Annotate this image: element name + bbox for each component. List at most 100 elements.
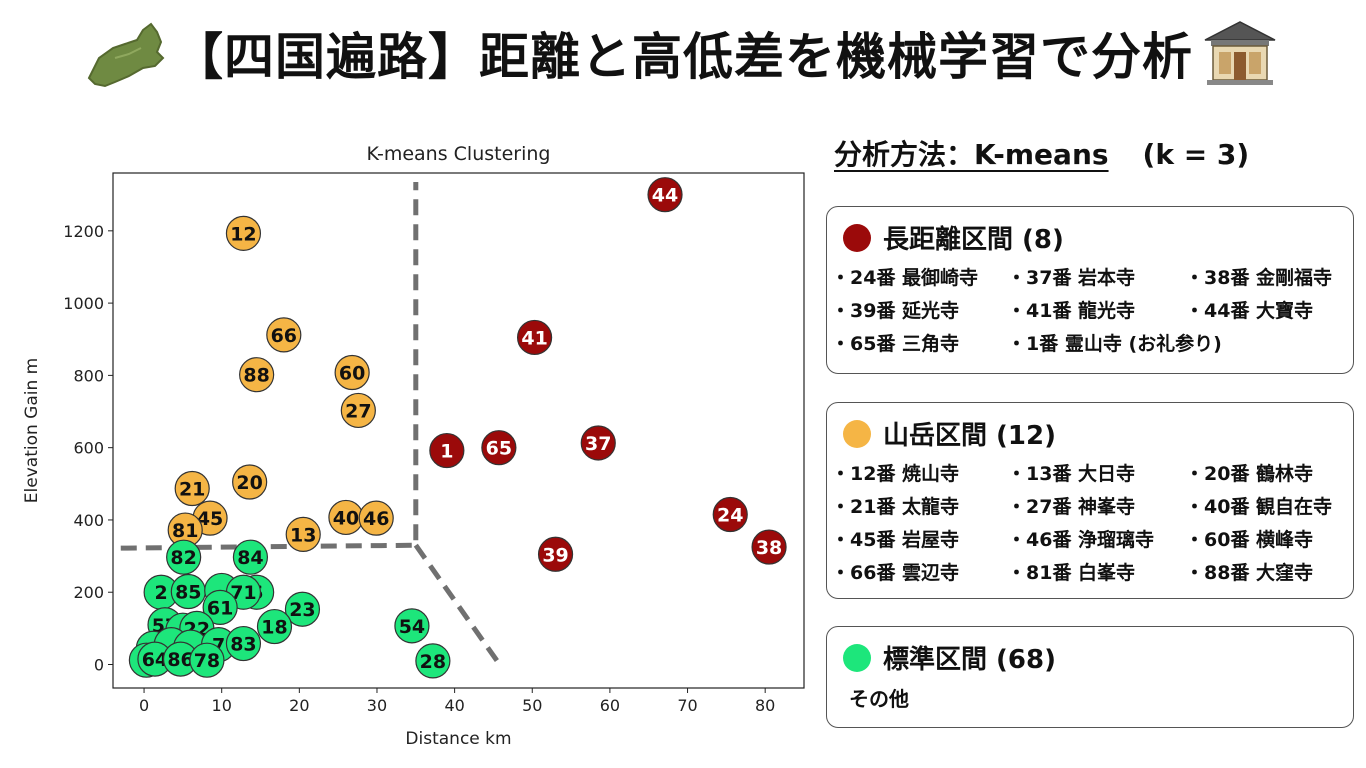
data-point-label: 12 [230, 223, 256, 245]
data-point-label: 83 [230, 634, 256, 656]
data-point-long [429, 432, 465, 469]
y-tick-label: 1000 [63, 294, 104, 313]
cluster-boundary-line [120, 182, 419, 551]
x-tick-label: 10 [212, 696, 232, 715]
temple-list-item: ・37番 岩本寺 [1007, 267, 1136, 289]
data-point-label: 54 [399, 616, 425, 638]
data-point-mountain [174, 470, 210, 507]
temple-list-item: ・46番 浄瑠璃寺 [1007, 529, 1155, 551]
title-bar: 【四国遍路】距離と高低差を機械学習で分析 [0, 8, 1366, 98]
data-point-label: 39 [542, 544, 568, 566]
temple-list-item: ・21番 太龍寺 [831, 496, 960, 518]
kmeans-chart: K-means Clustering Distance km Elevation G… [10, 128, 810, 758]
data-point-label: 86 [167, 649, 193, 671]
data-point-label: 38 [756, 537, 782, 559]
method-k: (k = 3) [1142, 138, 1250, 171]
data-point-mountain [358, 500, 394, 536]
y-tick-label: 1200 [63, 222, 104, 241]
data-point-label: 66 [271, 325, 297, 347]
y-tick-label: 600 [73, 439, 104, 458]
y-tick-label: 400 [73, 511, 104, 530]
data-point-long [751, 529, 787, 565]
data-point-standard [232, 539, 269, 575]
data-point-standard [394, 608, 430, 644]
temple-list-item: ・20番 鶴林寺 [1185, 463, 1314, 485]
data-point-mountain [232, 464, 268, 500]
panel-mountain-heading: 山岳区間 (12) [843, 415, 1056, 452]
data-point-label: 41 [521, 327, 547, 349]
data-point-label: 44 [652, 185, 678, 207]
data-point-mountain [285, 516, 321, 553]
data-point-label: 1 [440, 441, 453, 463]
data-point-long [481, 430, 517, 466]
temple-list-item: ・44番 大寶寺 [1185, 300, 1314, 322]
panel-long: 長距離区間 (8) ・24番 最御崎寺 ・37番 岩本寺 ・38番 金剛福寺 ・39番… [826, 206, 1354, 374]
temple-icon [1204, 21, 1276, 85]
panel-long-heading: 長距離区間 (8) [843, 219, 1064, 256]
temple-list-item: ・81番 白峯寺 [1007, 562, 1136, 584]
data-point-label: 40 [333, 507, 359, 529]
temple-list-item: ・12番 焼山寺 [831, 463, 960, 485]
x-axis-label: Distance km [405, 729, 511, 749]
temple-list-item: ・13番 大日寺 [1007, 463, 1136, 485]
data-point-mountain [239, 357, 275, 393]
data-point-label: 64 [142, 649, 168, 671]
data-point-label: 27 [345, 400, 371, 422]
temple-list-item: ・41番 龍光寺 [1007, 300, 1136, 322]
data-point-standard [166, 539, 202, 575]
x-tick-label: 20 [289, 696, 309, 715]
data-point-standard [225, 625, 262, 662]
x-tick-label: 50 [522, 696, 542, 715]
data-point-label: 65 [486, 438, 512, 460]
data-point-label: 23 [289, 599, 315, 621]
data-point-long [537, 536, 574, 572]
data-point-standard [256, 608, 293, 645]
panel-standard-note: その他 [849, 687, 909, 711]
data-point-label: 71 [230, 582, 256, 604]
data-point-standard [189, 642, 225, 678]
data-point-long [712, 496, 748, 533]
data-point-label: 2 [155, 582, 168, 604]
x-tick-label: 60 [600, 696, 620, 715]
data-point-long [580, 425, 616, 461]
shikoku-map-icon [87, 22, 165, 88]
data-point-label: 46 [363, 508, 389, 530]
data-point-standard [284, 591, 321, 627]
x-tick-label: 30 [367, 696, 387, 715]
method-heading: 分析方法：K-means (k = 3) [834, 133, 1249, 173]
data-point-label: 85 [175, 582, 201, 604]
temple-list-item: ・66番 雲辺寺 [831, 562, 960, 584]
data-point-long [516, 319, 553, 356]
x-tick-label: 40 [444, 696, 464, 715]
page-title: 【四国遍路】距離と高低差を機械学習で分析 [173, 28, 1193, 86]
data-point-label: 20 [236, 472, 262, 494]
y-tick-label: 0 [94, 656, 104, 675]
red-circle-icon [843, 223, 871, 252]
panel-standard-heading: 標準区間 (68) [843, 639, 1056, 676]
data-point-label: 82 [170, 547, 196, 569]
temple-list-item: ・60番 横峰寺 [1185, 529, 1314, 551]
data-point-label: 84 [237, 547, 263, 569]
data-point-label: 21 [179, 479, 205, 501]
panel-long-title: 長距離区間 (8) [883, 225, 1064, 255]
x-tick-label: 0 [139, 696, 149, 715]
temple-list-item: ・88番 大窪寺 [1185, 562, 1314, 584]
y-tick-label: 200 [73, 583, 104, 602]
data-point-mountain [334, 354, 370, 391]
data-point-label: 13 [290, 524, 316, 546]
x-tick-label: 80 [755, 696, 775, 715]
data-point-label: 88 [243, 365, 269, 387]
y-axis-label: Elevation Gain m [22, 358, 42, 503]
data-point-long [647, 177, 683, 213]
data-point-label: 78 [194, 650, 220, 672]
data-point-mountain [266, 317, 302, 353]
temple-list-item: ・39番 延光寺 [831, 300, 960, 322]
temple-list-item: ・38番 金剛福寺 [1185, 267, 1333, 289]
data-point-label: 61 [207, 597, 233, 619]
green-circle-icon [843, 643, 871, 672]
data-point-standard [415, 643, 451, 679]
method-label: 分析方法：K-means [834, 138, 1109, 171]
data-point-mountain [340, 392, 376, 429]
data-point-mountain [225, 215, 262, 251]
chart-svg: K-means Clustering Distance km Elevation G… [22, 143, 805, 749]
